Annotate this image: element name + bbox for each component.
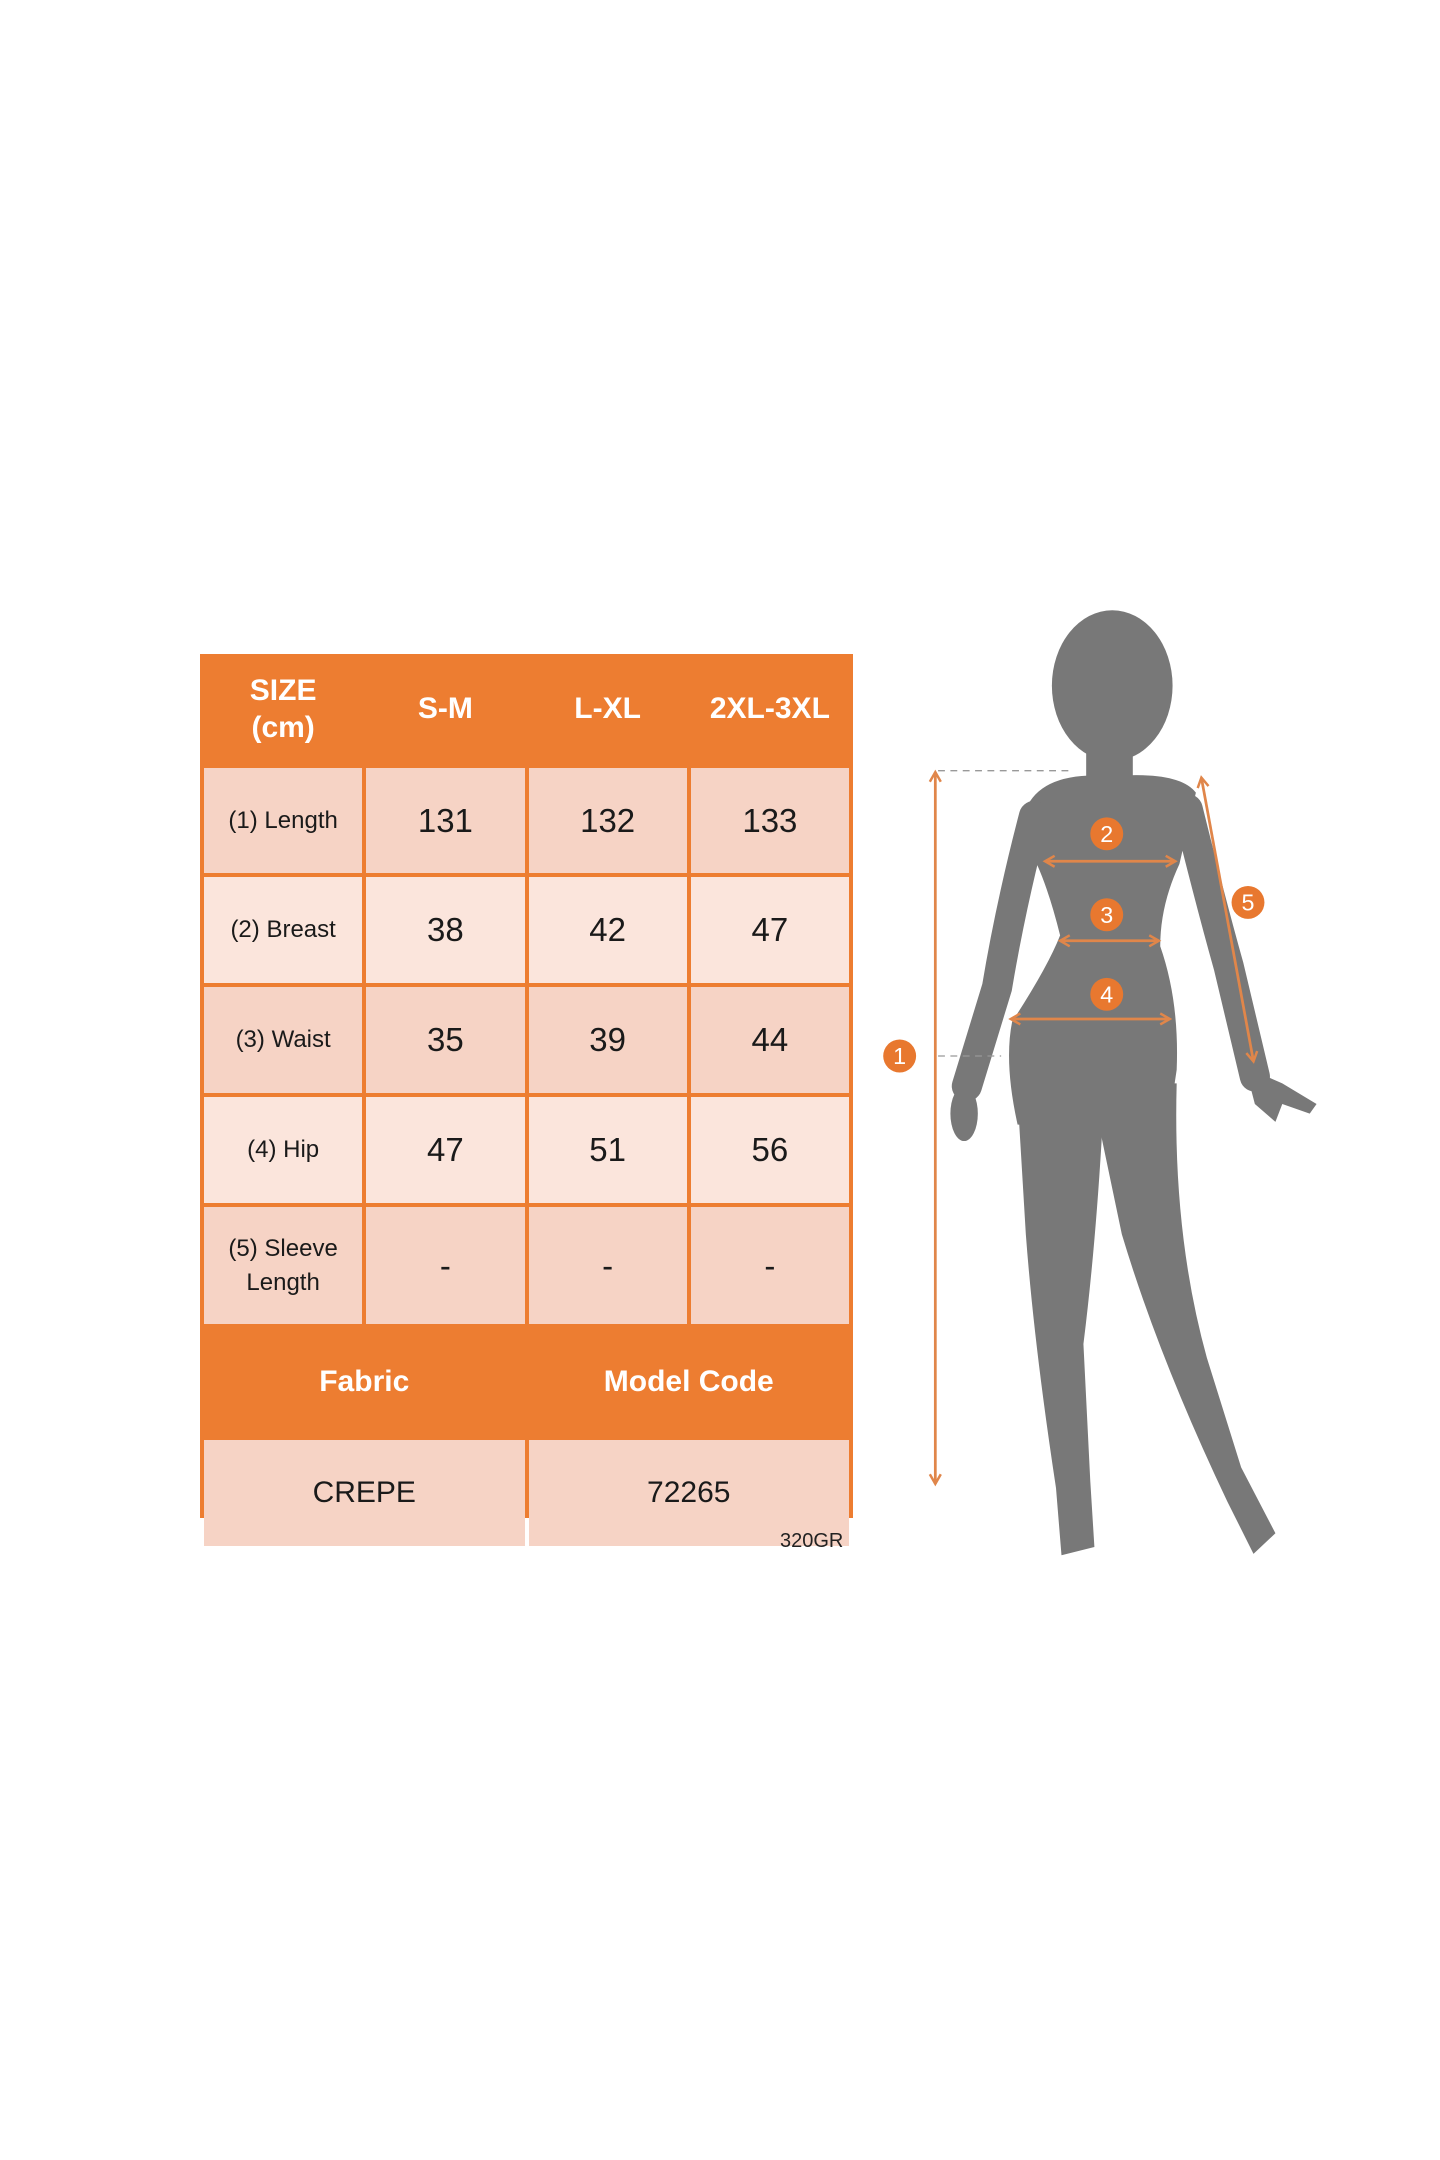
header-size-s-m: S-M: [366, 654, 525, 764]
marker-4: 4: [1090, 977, 1124, 1011]
model-code-value: 72265: [528, 1440, 849, 1546]
woman-silhouette: [950, 610, 1317, 1556]
silhouette-left-hand: [950, 1086, 978, 1142]
row-label-hip: (4) Hip: [204, 1097, 363, 1203]
weight-note: 320GR: [780, 1530, 844, 1552]
silhouette-right-arm: [1172, 794, 1270, 1092]
cell-sleeve-s-m: -: [366, 1207, 525, 1324]
cell-hip-l-xl: 51: [528, 1097, 687, 1203]
svg-text:4: 4: [1100, 982, 1113, 1008]
cell-sleeve-l-xl: -: [528, 1207, 687, 1324]
silhouette-right-leg: [1090, 1083, 1276, 1554]
cell-breast-2xl-3xl: 47: [690, 877, 849, 983]
svg-text:2: 2: [1100, 821, 1113, 847]
header-fabric: Fabric: [204, 1328, 525, 1436]
silhouette-head: [1051, 610, 1173, 762]
marker-2: 2: [1090, 817, 1124, 851]
cell-hip-s-m: 47: [366, 1097, 525, 1203]
cell-length-l-xl: 132: [528, 768, 687, 873]
svg-text:5: 5: [1242, 890, 1255, 916]
cell-length-2xl-3xl: 133: [690, 768, 849, 873]
svg-text:1: 1: [893, 1043, 906, 1069]
measurement-markers: 1 2 3 4 5: [883, 817, 1265, 1073]
header-size: SIZE: [249, 673, 317, 707]
row-label-waist: (3) Waist: [204, 987, 363, 1093]
marker-5: 5: [1231, 885, 1265, 919]
header-size-cm: SIZE (cm): [204, 654, 363, 764]
row-label-breast: (2) Breast: [204, 877, 363, 983]
cell-hip-2xl-3xl: 56: [690, 1097, 849, 1203]
row-label-sleeve-length: (5) Sleeve Length: [204, 1207, 363, 1324]
marker-1: 1: [883, 1039, 917, 1073]
header-size-l-xl: L-XL: [528, 654, 687, 764]
sleeve-label-line1: (5) Sleeve: [228, 1234, 338, 1262]
silhouette-left-arm: [951, 800, 1050, 1102]
svg-text:3: 3: [1100, 902, 1113, 928]
measurement-guides: [928, 769, 1259, 1487]
sleeve-arrow: [1196, 775, 1259, 1064]
header-size-2xl-3xl: 2XL-3XL: [690, 654, 849, 764]
header-unit: (cm): [251, 711, 315, 744]
cell-waist-s-m: 35: [366, 987, 525, 1093]
cell-breast-l-xl: 42: [528, 877, 687, 983]
fabric-value: CREPE: [204, 1440, 525, 1546]
marker-3: 3: [1090, 898, 1124, 932]
row-label-length: (1) Length: [204, 768, 363, 873]
sleeve-label-line2: Length: [246, 1268, 320, 1296]
size-chart-table: SIZE (cm) S-M L-XL 2XL-3XL (1) Length 131…: [200, 654, 853, 1546]
cell-waist-2xl-3xl: 44: [690, 987, 849, 1093]
cell-sleeve-2xl-3xl: -: [690, 1207, 849, 1324]
header-model-code: Model Code: [528, 1328, 849, 1436]
cell-length-s-m: 131: [366, 768, 525, 873]
cell-waist-l-xl: 39: [528, 987, 687, 1093]
silhouette-left-leg: [1017, 1097, 1104, 1556]
cell-breast-s-m: 38: [366, 877, 525, 983]
silhouette-right-hand: [1245, 1066, 1317, 1122]
